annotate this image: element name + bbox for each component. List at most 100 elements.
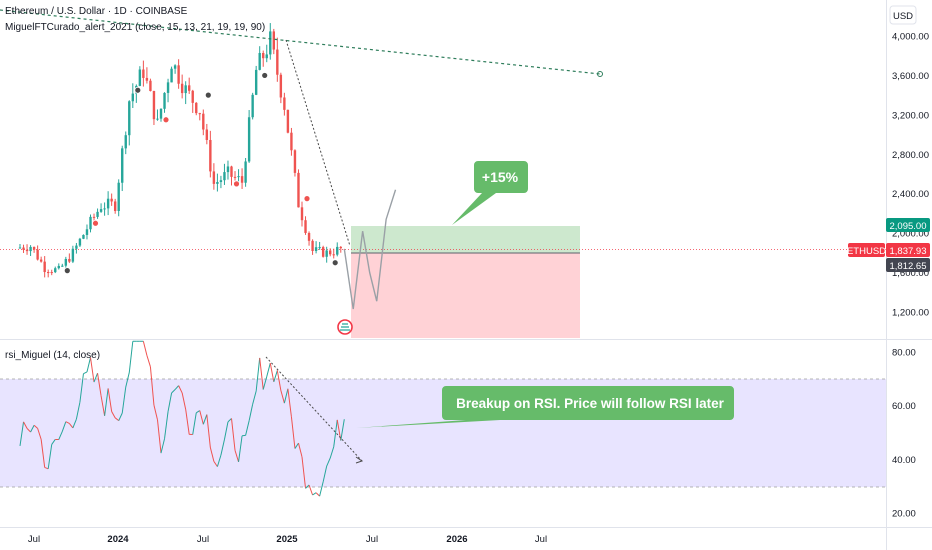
candle-body [138, 69, 142, 86]
signal-marker[interactable] [92, 219, 99, 227]
currency-button[interactable] [889, 5, 917, 25]
rsi-callout-shape [356, 386, 734, 428]
signal-marker[interactable] [162, 116, 170, 124]
rsi-tick-label: 80.00 [892, 348, 916, 359]
target-callout[interactable]: +15% [452, 161, 528, 225]
candle-body [251, 94, 254, 118]
rsi-segment [79, 373, 84, 403]
candle-body [82, 234, 85, 239]
indicator-title[interactable]: MiguelFTCurado_alert_2021 (close, 15, 13… [5, 22, 266, 33]
rsi-segment [167, 392, 173, 412]
rsi-segment [174, 385, 179, 390]
rsi-tick-label: 60.00 [892, 401, 916, 412]
rsi-segment [149, 366, 155, 406]
signal-marker[interactable] [233, 180, 240, 188]
trendline-endpoint[interactable] [597, 71, 603, 77]
candle-body [325, 250, 328, 257]
price-axis[interactable]: USD 4,000.00 3,600.00 3,200.00 2,800.00 2,40… [889, 5, 929, 520]
time-tick-label: Jul [535, 534, 547, 545]
price-tick-label: 3,200.00 [892, 110, 929, 121]
candle-body [265, 54, 268, 59]
rsi-segment [33, 424, 38, 429]
candle-body [254, 69, 258, 95]
candle-body [198, 113, 201, 115]
signal-marker[interactable] [331, 259, 339, 267]
rsi-segment [312, 492, 317, 496]
target-callout-text: +15% [482, 169, 519, 185]
rsi-segment [340, 419, 345, 441]
long-term-trendline[interactable] [0, 9, 601, 75]
rsi-trendline-arrowhead [355, 456, 364, 464]
rsi-segment [65, 421, 70, 424]
signal-marker[interactable] [63, 267, 71, 275]
rsi-segment [297, 442, 303, 458]
rsi-segment [97, 373, 102, 396]
rsi-segment [234, 450, 240, 463]
candle-body [103, 208, 106, 210]
rsi-segment [202, 414, 208, 425]
rsi-segment [238, 435, 243, 462]
rsi-segment [216, 455, 222, 467]
candle-body [223, 172, 226, 181]
event-icon[interactable] [337, 319, 353, 335]
rsi-segment [118, 412, 123, 421]
candle-body [237, 176, 240, 178]
candle-body [293, 150, 297, 173]
candle-body [180, 83, 184, 94]
candles-layer [18, 23, 342, 278]
rsi-callout[interactable]: Breakup on RSI. Price will follow RSI la… [356, 386, 734, 428]
candle-body [188, 85, 191, 91]
candle-body [71, 248, 75, 262]
candle-body [113, 201, 117, 212]
rsi-segment [195, 410, 201, 414]
rsi-segment [266, 362, 271, 377]
rsi-segment [47, 444, 53, 469]
rsi-segment [107, 388, 113, 412]
candle-body [219, 180, 223, 183]
candle-body [149, 80, 152, 92]
rsi-segment [231, 418, 236, 451]
candle-body [230, 166, 233, 177]
candle-body [68, 258, 71, 262]
time-tick-label: Jul [28, 534, 40, 545]
candle-body [339, 246, 342, 249]
candle-body [78, 238, 82, 246]
rsi-segment [262, 376, 268, 390]
time-tick-label: 2024 [107, 534, 129, 545]
rsi-down-trendline[interactable] [265, 356, 363, 462]
profit-zone[interactable] [351, 226, 580, 253]
rsi-segment [100, 395, 106, 416]
candle-body [247, 117, 251, 162]
price-tick-label: 4,000.00 [892, 32, 929, 43]
candle-body [85, 229, 89, 235]
time-tick-label: Jul [197, 534, 209, 545]
signal-marker[interactable] [134, 86, 142, 94]
candle-body [321, 247, 325, 257]
candle-body [212, 171, 216, 184]
loss-zone[interactable] [351, 253, 580, 338]
projected-path[interactable] [343, 189, 397, 310]
rsi-segment [248, 404, 254, 421]
signal-marker[interactable] [303, 195, 311, 203]
rsi-pane-title[interactable]: rsi_Miguel (14, close) [5, 350, 101, 361]
candle-body [240, 176, 244, 183]
candle-body [99, 209, 103, 212]
candle-body [336, 246, 339, 255]
time-axis[interactable]: Jul 2024 Jul 2025 Jul 2026 Jul [28, 534, 547, 545]
signal-marker[interactable] [204, 91, 212, 99]
candle-body [110, 198, 113, 202]
rsi-segment [280, 390, 285, 404]
rsi-segment [178, 385, 183, 394]
time-tick-label: 2026 [446, 534, 467, 545]
candle-body [50, 272, 53, 274]
price-tick-label: 1,600.00 [892, 268, 929, 279]
rsi-segment [315, 492, 320, 497]
rsi-segment [294, 442, 299, 449]
signal-marker[interactable] [261, 72, 269, 79]
rsi-segment [326, 457, 331, 467]
candle-body [89, 216, 92, 230]
candle-body [202, 113, 205, 130]
rsi-segment [104, 388, 109, 416]
rsi-segment [252, 390, 257, 405]
